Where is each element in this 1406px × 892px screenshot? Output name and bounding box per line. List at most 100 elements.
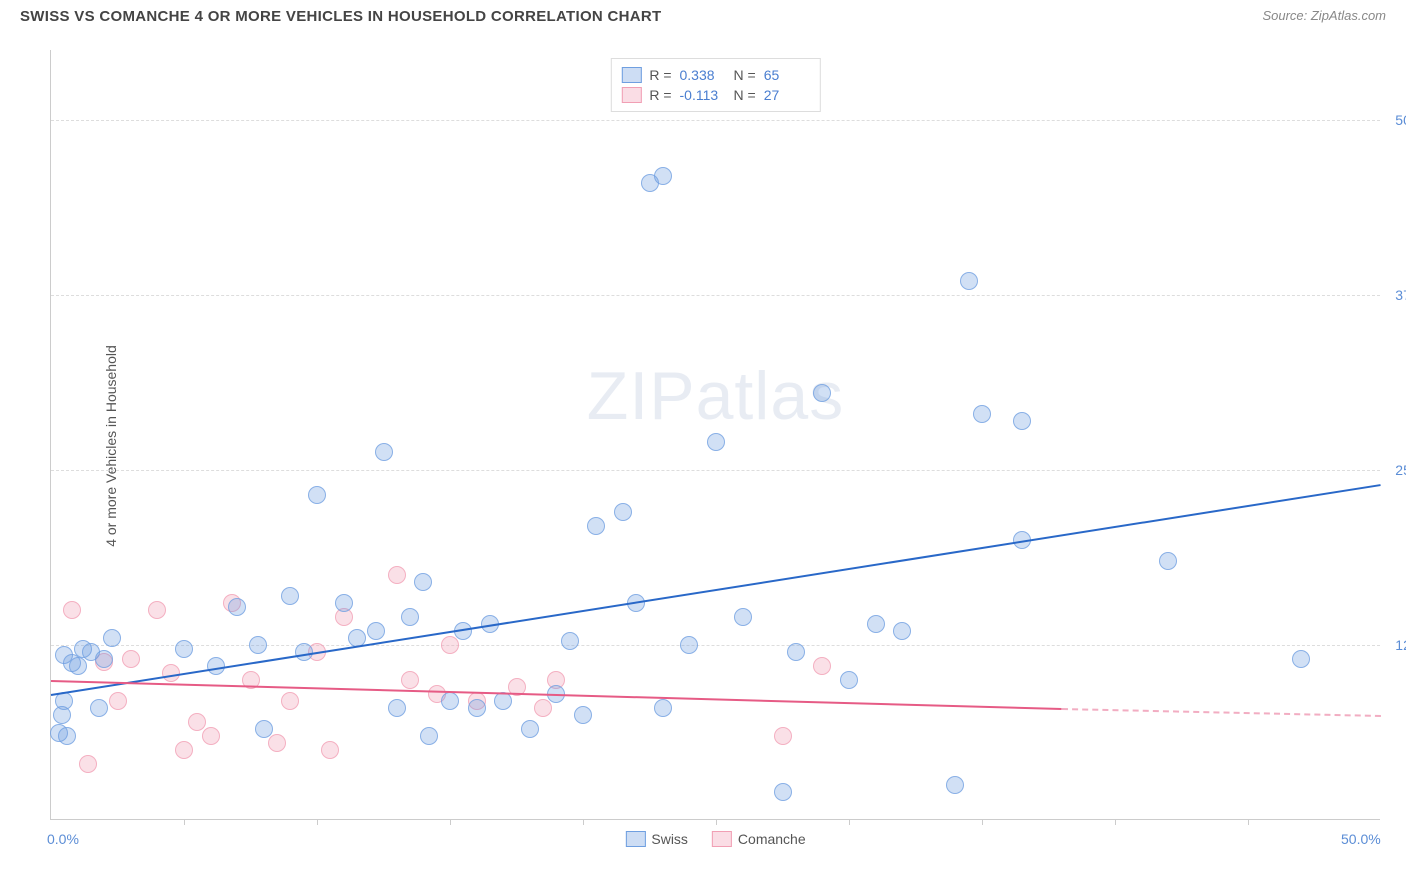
swiss-point[interactable]: [946, 776, 964, 794]
comanche-point[interactable]: [79, 755, 97, 773]
chart-title: SWISS VS COMANCHE 4 OR MORE VEHICLES IN …: [20, 8, 662, 25]
swiss-point[interactable]: [281, 587, 299, 605]
xtick-label: 0.0%: [47, 831, 79, 847]
swiss-point[interactable]: [813, 384, 831, 402]
comanche-point[interactable]: [321, 741, 339, 759]
xtick: [317, 819, 318, 825]
comanche-point[interactable]: [813, 657, 831, 675]
swiss-point[interactable]: [973, 405, 991, 423]
xtick: [184, 819, 185, 825]
comanche-swatch-icon: [712, 831, 732, 847]
swiss-point[interactable]: [367, 622, 385, 640]
swiss-point[interactable]: [654, 167, 672, 185]
swiss-point[interactable]: [561, 632, 579, 650]
swiss-point[interactable]: [587, 517, 605, 535]
swiss-point[interactable]: [103, 629, 121, 647]
chart-header: SWISS VS COMANCHE 4 OR MORE VEHICLES IN …: [0, 0, 1406, 25]
ytick-label: 50.0%: [1395, 112, 1406, 128]
comanche-point[interactable]: [109, 692, 127, 710]
swiss-point[interactable]: [521, 720, 539, 738]
swiss-point[interactable]: [90, 699, 108, 717]
comanche-swatch: [621, 87, 641, 103]
comanche-point[interactable]: [534, 699, 552, 717]
xtick-label: 50.0%: [1341, 831, 1381, 847]
swiss-point[interactable]: [614, 503, 632, 521]
swiss-point[interactable]: [175, 640, 193, 658]
xtick: [1115, 819, 1116, 825]
scatter-chart: ZIPatlas R = 0.338 N = 65 R = -0.113 N =…: [50, 50, 1380, 820]
xtick: [982, 819, 983, 825]
legend-row-swiss: R = 0.338 N = 65: [621, 65, 809, 85]
comanche-point[interactable]: [202, 727, 220, 745]
swiss-point[interactable]: [228, 598, 246, 616]
swiss-point[interactable]: [249, 636, 267, 654]
comanche-r-value: -0.113: [680, 87, 726, 103]
swiss-point[interactable]: [69, 657, 87, 675]
watermark-bold: ZIP: [587, 358, 696, 434]
trend-line: [51, 484, 1381, 696]
swiss-point[interactable]: [774, 783, 792, 801]
swiss-point[interactable]: [95, 650, 113, 668]
trend-line: [1062, 708, 1381, 717]
swiss-point[interactable]: [840, 671, 858, 689]
comanche-point[interactable]: [401, 671, 419, 689]
swiss-n-value: 65: [764, 67, 810, 83]
comanche-point[interactable]: [388, 566, 406, 584]
swiss-point[interactable]: [58, 727, 76, 745]
ytick-label: 12.5%: [1395, 637, 1406, 653]
xtick: [716, 819, 717, 825]
comanche-point[interactable]: [441, 636, 459, 654]
watermark: ZIPatlas: [587, 357, 844, 435]
swiss-point[interactable]: [680, 636, 698, 654]
swiss-point[interactable]: [867, 615, 885, 633]
gridline: [51, 470, 1380, 471]
comanche-point[interactable]: [281, 692, 299, 710]
swiss-point[interactable]: [388, 699, 406, 717]
swiss-point[interactable]: [255, 720, 273, 738]
swiss-point[interactable]: [574, 706, 592, 724]
comanche-point[interactable]: [63, 601, 81, 619]
swiss-point[interactable]: [441, 692, 459, 710]
swiss-point[interactable]: [1292, 650, 1310, 668]
legend-item-comanche[interactable]: Comanche: [712, 831, 806, 847]
comanche-point[interactable]: [148, 601, 166, 619]
swiss-r-value: 0.338: [680, 67, 726, 83]
swiss-point[interactable]: [734, 608, 752, 626]
swiss-point[interactable]: [893, 622, 911, 640]
source-label: Source: ZipAtlas.com: [1262, 8, 1386, 23]
swiss-point[interactable]: [1159, 552, 1177, 570]
comanche-point[interactable]: [122, 650, 140, 668]
comanche-point[interactable]: [175, 741, 193, 759]
swiss-point[interactable]: [414, 573, 432, 591]
swiss-label: Swiss: [651, 831, 688, 847]
swiss-swatch: [621, 67, 641, 83]
ytick-label: 37.5%: [1395, 287, 1406, 303]
swiss-point[interactable]: [420, 727, 438, 745]
xtick: [1248, 819, 1249, 825]
comanche-point[interactable]: [268, 734, 286, 752]
ytick-label: 25.0%: [1395, 462, 1406, 478]
legend-row-comanche: R = -0.113 N = 27: [621, 85, 809, 105]
correlation-legend: R = 0.338 N = 65 R = -0.113 N = 27: [610, 58, 820, 112]
comanche-n-value: 27: [764, 87, 810, 103]
xtick: [583, 819, 584, 825]
swiss-point[interactable]: [401, 608, 419, 626]
swiss-point[interactable]: [468, 699, 486, 717]
legend-item-swiss[interactable]: Swiss: [625, 831, 688, 847]
comanche-point[interactable]: [774, 727, 792, 745]
swiss-point[interactable]: [308, 486, 326, 504]
series-legend: Swiss Comanche: [625, 831, 805, 847]
swiss-point[interactable]: [787, 643, 805, 661]
swiss-point[interactable]: [375, 443, 393, 461]
xtick: [450, 819, 451, 825]
xtick: [849, 819, 850, 825]
comanche-label: Comanche: [738, 831, 806, 847]
gridline: [51, 295, 1380, 296]
gridline: [51, 120, 1380, 121]
swiss-point[interactable]: [335, 594, 353, 612]
swiss-point[interactable]: [707, 433, 725, 451]
swiss-point[interactable]: [1013, 412, 1031, 430]
swiss-swatch-icon: [625, 831, 645, 847]
swiss-point[interactable]: [654, 699, 672, 717]
swiss-point[interactable]: [960, 272, 978, 290]
